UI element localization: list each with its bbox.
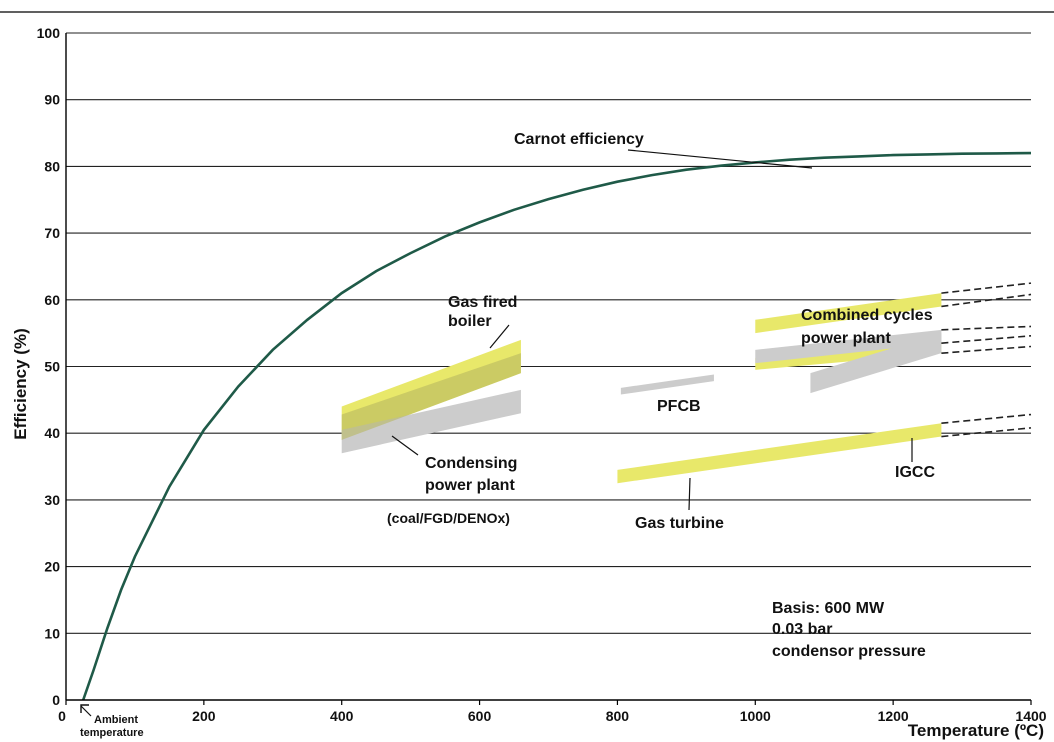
band-3 bbox=[617, 423, 942, 484]
x-tick-label: 600 bbox=[468, 708, 492, 724]
basis-label-line2: 0.03 bar bbox=[772, 621, 832, 638]
basis-label-line1: Basis: 600 MW bbox=[772, 600, 885, 617]
y-axis-label: Efficiency (%) bbox=[11, 328, 30, 439]
carnot-efficiency-line bbox=[81, 151, 1032, 701]
band-boiler-core bbox=[341, 353, 521, 440]
dashed-extension-6 bbox=[941, 427, 1032, 438]
band-2 bbox=[620, 374, 714, 395]
leader-line-2 bbox=[391, 435, 419, 456]
ambient-arrow-head bbox=[80, 704, 89, 713]
band-4 bbox=[755, 293, 942, 334]
carnot-line-layer bbox=[81, 151, 1032, 701]
y-tick-label: 10 bbox=[44, 625, 60, 641]
x-tick-label: 0 bbox=[58, 708, 66, 724]
combined-cycles-label-line1: Combined cycles bbox=[801, 307, 933, 324]
band-6 bbox=[755, 329, 942, 364]
igcc-label: IGCC bbox=[895, 464, 935, 481]
coal-fgd-denox-label: (coal/FGD/DENOx) bbox=[387, 510, 510, 526]
dashed-extension-5 bbox=[941, 413, 1032, 424]
x-tick-label: 200 bbox=[192, 708, 216, 724]
y-tick-label: 100 bbox=[37, 25, 61, 41]
condensing-label-line2: power plant bbox=[425, 477, 515, 494]
gas-fired-boiler-label-line2: boiler bbox=[448, 313, 492, 330]
y-tick-label: 30 bbox=[44, 492, 60, 508]
x-axis-label: Temperature (ºC) bbox=[908, 721, 1044, 740]
dashed-extension-layer bbox=[941, 282, 1032, 438]
x-tick-label: 800 bbox=[606, 708, 630, 724]
condensing-label-line1: Condensing bbox=[425, 455, 517, 472]
dashed-extension-2 bbox=[941, 325, 1032, 331]
grid-layer bbox=[66, 32, 1031, 634]
pfcb-label: PFCB bbox=[657, 398, 701, 415]
band-layer bbox=[341, 293, 942, 484]
y-tick-label: 70 bbox=[44, 225, 60, 241]
leader-line-3 bbox=[688, 477, 691, 511]
ambient-temperature-label-line1: Ambient bbox=[94, 714, 138, 726]
dashed-extension-1 bbox=[941, 293, 1032, 308]
carnot-efficiency-label: Carnot efficiency bbox=[514, 131, 644, 148]
y-tick-label: 40 bbox=[44, 425, 60, 441]
band-1 bbox=[341, 389, 521, 454]
leader-line-0 bbox=[627, 149, 813, 169]
y-tick-label: 90 bbox=[44, 92, 60, 108]
ambient-temperature-label-line2: temperature bbox=[80, 727, 144, 739]
band-7 bbox=[810, 333, 942, 394]
dashed-extension-0 bbox=[941, 282, 1032, 294]
y-tick-label: 50 bbox=[44, 359, 60, 375]
y-tick-label: 80 bbox=[44, 158, 60, 174]
gas-fired-boiler-label-line1: Gas fired bbox=[448, 294, 517, 311]
combined-cycles-label-line2: power plant bbox=[801, 330, 891, 347]
x-tick-label: 1200 bbox=[878, 708, 909, 724]
x-tick-label: 400 bbox=[330, 708, 354, 724]
gas-turbine-label: Gas turbine bbox=[635, 515, 724, 532]
y-tick-label: 0 bbox=[52, 692, 60, 708]
dashed-extension-3 bbox=[941, 335, 1032, 344]
x-tick-label: 1000 bbox=[740, 708, 771, 724]
x-tick-label: 1400 bbox=[1015, 708, 1046, 724]
dashed-extension-4 bbox=[941, 345, 1032, 354]
leader-line-layer bbox=[80, 149, 913, 717]
y-tick-label: 60 bbox=[44, 292, 60, 308]
basis-label-line3: condensor pressure bbox=[772, 643, 926, 660]
leader-line-1 bbox=[489, 324, 510, 349]
y-tick-label: 20 bbox=[44, 559, 60, 575]
leader-line-5 bbox=[80, 705, 92, 717]
